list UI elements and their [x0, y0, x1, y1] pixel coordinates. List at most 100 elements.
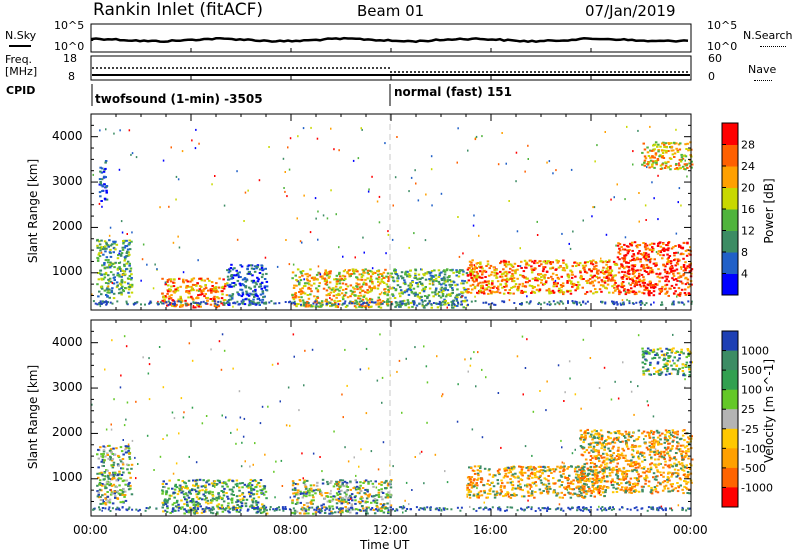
data-cell — [335, 502, 339, 505]
data-cell — [639, 252, 643, 255]
data-cell — [479, 465, 482, 468]
data-cell — [216, 511, 219, 514]
data-cell — [543, 301, 546, 304]
data-cell — [273, 302, 276, 305]
data-cell — [190, 278, 194, 281]
data-cell — [251, 300, 254, 303]
data-cell — [321, 277, 323, 280]
data-cell — [665, 244, 668, 246]
data-cell — [117, 284, 119, 287]
data-cell — [503, 261, 506, 264]
data-cell — [487, 469, 491, 472]
data-cell — [101, 484, 104, 487]
data-cell — [405, 273, 408, 276]
data-cell — [667, 447, 670, 450]
data-cell — [344, 300, 347, 303]
data-cell — [476, 284, 479, 287]
data-cell — [392, 287, 395, 289]
data-cell — [650, 149, 654, 152]
data-cell — [226, 282, 229, 285]
data-cell — [401, 276, 405, 279]
data-cell — [187, 296, 190, 299]
data-cell — [348, 302, 351, 305]
data-cell — [478, 234, 480, 237]
data-cell — [623, 248, 627, 251]
data-cell — [364, 282, 368, 285]
data-cell — [124, 445, 128, 448]
data-cell — [467, 482, 470, 485]
data-cell — [197, 498, 200, 500]
data-cell — [626, 252, 630, 255]
data-cell — [505, 285, 508, 288]
data-cell — [111, 287, 114, 290]
data-cell — [446, 294, 449, 297]
data-cell — [399, 289, 403, 292]
data-cell — [564, 487, 567, 490]
data-cell — [98, 252, 101, 255]
data-cell — [96, 495, 100, 498]
data-cell — [293, 512, 296, 515]
data-cell — [122, 487, 125, 490]
data-cell — [130, 278, 133, 281]
data-cell — [592, 259, 595, 262]
data-cell — [119, 254, 123, 257]
data-cell — [615, 469, 619, 471]
data-cell — [641, 460, 644, 463]
data-cell — [643, 164, 647, 167]
data-cell — [578, 487, 581, 490]
data-cell — [450, 280, 453, 283]
data-cell — [204, 284, 207, 286]
data-cell — [253, 296, 256, 298]
data-cell — [346, 296, 350, 299]
data-cell — [358, 283, 361, 286]
data-cell — [236, 272, 239, 275]
data-cell — [658, 241, 662, 244]
data-cell — [255, 493, 259, 496]
data-cell — [591, 263, 595, 266]
data-cell — [602, 475, 606, 478]
data-cell — [263, 286, 266, 289]
data-cell — [673, 152, 677, 155]
data-cell — [530, 492, 534, 495]
data-cell — [221, 482, 224, 484]
data-cell — [383, 301, 386, 303]
data-cell — [108, 481, 111, 484]
data-cell — [162, 296, 165, 299]
data-cell — [405, 290, 409, 293]
data-cell — [307, 286, 310, 289]
data-cell — [282, 157, 285, 160]
data-cell — [192, 305, 195, 307]
data-cell — [589, 455, 593, 457]
data-cell — [484, 270, 488, 273]
data-cell — [663, 441, 666, 444]
data-cell — [295, 305, 298, 308]
data-cell — [306, 272, 309, 275]
data-cell — [238, 294, 241, 297]
data-cell — [243, 278, 246, 281]
data-cell — [309, 268, 312, 271]
data-cell — [263, 302, 265, 305]
data-cell — [358, 300, 361, 303]
data-cell — [661, 248, 664, 251]
data-cell — [670, 284, 674, 287]
data-cell — [498, 291, 502, 294]
data-cell — [242, 499, 245, 502]
data-cell — [621, 248, 625, 251]
data-cell — [213, 300, 216, 303]
data-cell — [204, 491, 207, 494]
data-cell — [255, 267, 258, 270]
data-cell — [539, 260, 542, 263]
data-cell — [130, 283, 134, 286]
data-cell — [638, 290, 641, 293]
data-cell — [611, 302, 614, 305]
data-cell — [305, 278, 309, 281]
data-cell — [364, 302, 367, 305]
data-cell — [424, 299, 427, 302]
data-cell — [674, 251, 678, 254]
data-cell — [592, 469, 596, 472]
data-cell — [329, 297, 331, 299]
data-cell — [105, 243, 108, 246]
data-cell — [226, 485, 229, 488]
data-cell — [678, 301, 681, 304]
data-cell — [248, 505, 252, 508]
